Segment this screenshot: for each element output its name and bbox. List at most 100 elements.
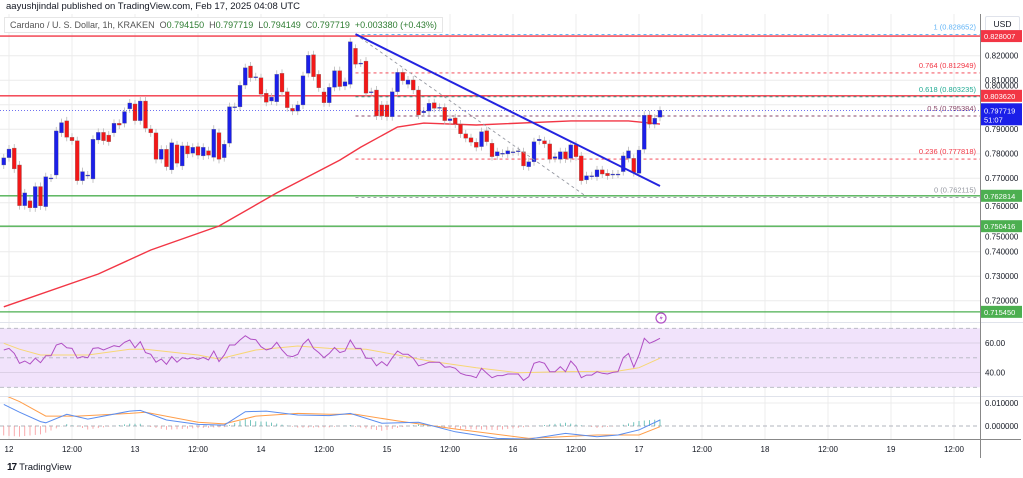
time-tick-label: 12:00 bbox=[692, 445, 713, 454]
time-tick-label: 12:00 bbox=[440, 445, 461, 454]
candle-down bbox=[195, 146, 201, 156]
candle-up bbox=[626, 150, 631, 159]
candle-up bbox=[642, 115, 647, 150]
candle-down bbox=[27, 200, 33, 208]
moving-average-line bbox=[3, 120, 661, 308]
candle-down bbox=[174, 144, 180, 164]
candle-down bbox=[316, 74, 321, 88]
candle-up bbox=[22, 192, 27, 206]
candle-up bbox=[447, 118, 453, 121]
candle-down bbox=[132, 103, 138, 121]
rsi-ma-line bbox=[3, 342, 661, 374]
candle-up bbox=[48, 177, 54, 180]
candle-up bbox=[395, 72, 400, 92]
candle-down bbox=[400, 72, 405, 81]
macd-line bbox=[3, 403, 661, 439]
close-label: C bbox=[305, 20, 313, 30]
candle-down bbox=[164, 149, 169, 167]
rsi-pane bbox=[0, 327, 980, 388]
price-tick-label: 0.720000 bbox=[985, 297, 1019, 306]
candle-down bbox=[285, 91, 290, 108]
price-tick-label: 0.750000 bbox=[985, 232, 1019, 241]
candle-up bbox=[243, 67, 248, 86]
candle-down bbox=[12, 147, 17, 170]
candle-down bbox=[337, 70, 342, 87]
symbol-legend: Cardano / U. S. Dollar, 1h, KRAKEN O0.79… bbox=[4, 17, 443, 33]
candle-up bbox=[269, 96, 274, 102]
candle-up bbox=[300, 75, 306, 106]
candle-up bbox=[227, 106, 232, 144]
fib-trend-line[interactable] bbox=[355, 34, 587, 197]
candle-up bbox=[510, 151, 516, 153]
candle-down bbox=[474, 142, 479, 148]
candle-up bbox=[169, 142, 174, 171]
level-price-label: 0.828007 bbox=[984, 32, 1015, 41]
price-tick-label: 0.760000 bbox=[985, 202, 1019, 211]
last-price-label-bg bbox=[981, 103, 1022, 126]
candle-up bbox=[568, 144, 573, 159]
candle-down bbox=[216, 132, 222, 160]
symbol-name[interactable]: Cardano / U. S. Dollar, 1h, KRAKEN bbox=[10, 20, 155, 30]
level-price-label-bg bbox=[981, 220, 1022, 233]
high-value: 0.797719 bbox=[215, 20, 254, 30]
candle-up bbox=[180, 145, 185, 167]
time-tick-label: 12:00 bbox=[188, 445, 209, 454]
candle-up bbox=[232, 106, 237, 108]
candle-up bbox=[342, 81, 348, 87]
candle-up bbox=[90, 139, 96, 180]
candle-up bbox=[1, 157, 6, 166]
time-tick-label: 12:00 bbox=[314, 445, 335, 454]
candle-down bbox=[484, 130, 489, 142]
candle-up bbox=[426, 103, 432, 112]
rsi-tick-label: 40.00 bbox=[985, 369, 1006, 378]
candle-down bbox=[185, 145, 190, 155]
candle-up bbox=[657, 110, 663, 118]
candle-down bbox=[631, 158, 636, 173]
tradingview-logo-icon: 17 bbox=[7, 462, 17, 473]
candle-down bbox=[384, 104, 390, 117]
drawings[interactable] bbox=[0, 33, 980, 197]
publisher-line: aayushjindal published on TradingView.co… bbox=[6, 1, 300, 12]
rsi-indicator bbox=[3, 335, 661, 382]
candle-up bbox=[306, 55, 311, 74]
fib-level-label: 1 (0.828652) bbox=[933, 23, 976, 32]
candle-down bbox=[101, 132, 106, 141]
candle-up bbox=[138, 100, 143, 121]
candle-down bbox=[64, 120, 69, 138]
candle-down bbox=[416, 89, 421, 116]
candle-up bbox=[437, 107, 442, 109]
axes[interactable]: 12 12:00 13 12:00 14 12:00 15 12:00 16 12:00 17 12:… bbox=[5, 30, 1022, 454]
candle-up bbox=[589, 175, 594, 177]
candle-down bbox=[374, 89, 379, 117]
candle-up bbox=[594, 169, 600, 177]
candle-up bbox=[348, 41, 353, 85]
alert-icon[interactable] bbox=[655, 312, 667, 324]
fib-level-label: 0.236 (0.777818) bbox=[919, 147, 977, 156]
candle-up bbox=[584, 175, 589, 181]
fib-retracement[interactable]: 1 (0.828652) 0.764 (0.812949) 0.618 (0.803… bbox=[355, 23, 981, 198]
time-tick-label: 16 bbox=[509, 445, 518, 454]
level-price-label: 0.750416 bbox=[984, 222, 1015, 231]
price-tick-label: 0.770000 bbox=[985, 174, 1019, 183]
candle-up bbox=[59, 122, 64, 134]
candle-down bbox=[468, 137, 474, 143]
time-tick-label: 12:00 bbox=[566, 445, 587, 454]
candle-up bbox=[495, 151, 500, 157]
time-tick-label: 18 bbox=[761, 445, 770, 454]
candle-down bbox=[647, 114, 652, 125]
candle-up bbox=[33, 186, 38, 208]
candle-up bbox=[295, 104, 300, 112]
candle-down bbox=[453, 117, 458, 125]
candle-up bbox=[201, 147, 206, 157]
candle-down bbox=[573, 144, 579, 157]
time-tick-label: 12:00 bbox=[62, 445, 83, 454]
candle-up bbox=[621, 155, 626, 172]
candle-down bbox=[600, 169, 605, 175]
candle-up bbox=[652, 118, 657, 125]
level-price-label: 0.715450 bbox=[984, 308, 1015, 317]
time-tick-label: 14 bbox=[257, 445, 266, 454]
time-tick-label: 12:00 bbox=[818, 445, 839, 454]
time-tick-label: 12 bbox=[5, 445, 14, 454]
candle-up bbox=[526, 161, 531, 167]
